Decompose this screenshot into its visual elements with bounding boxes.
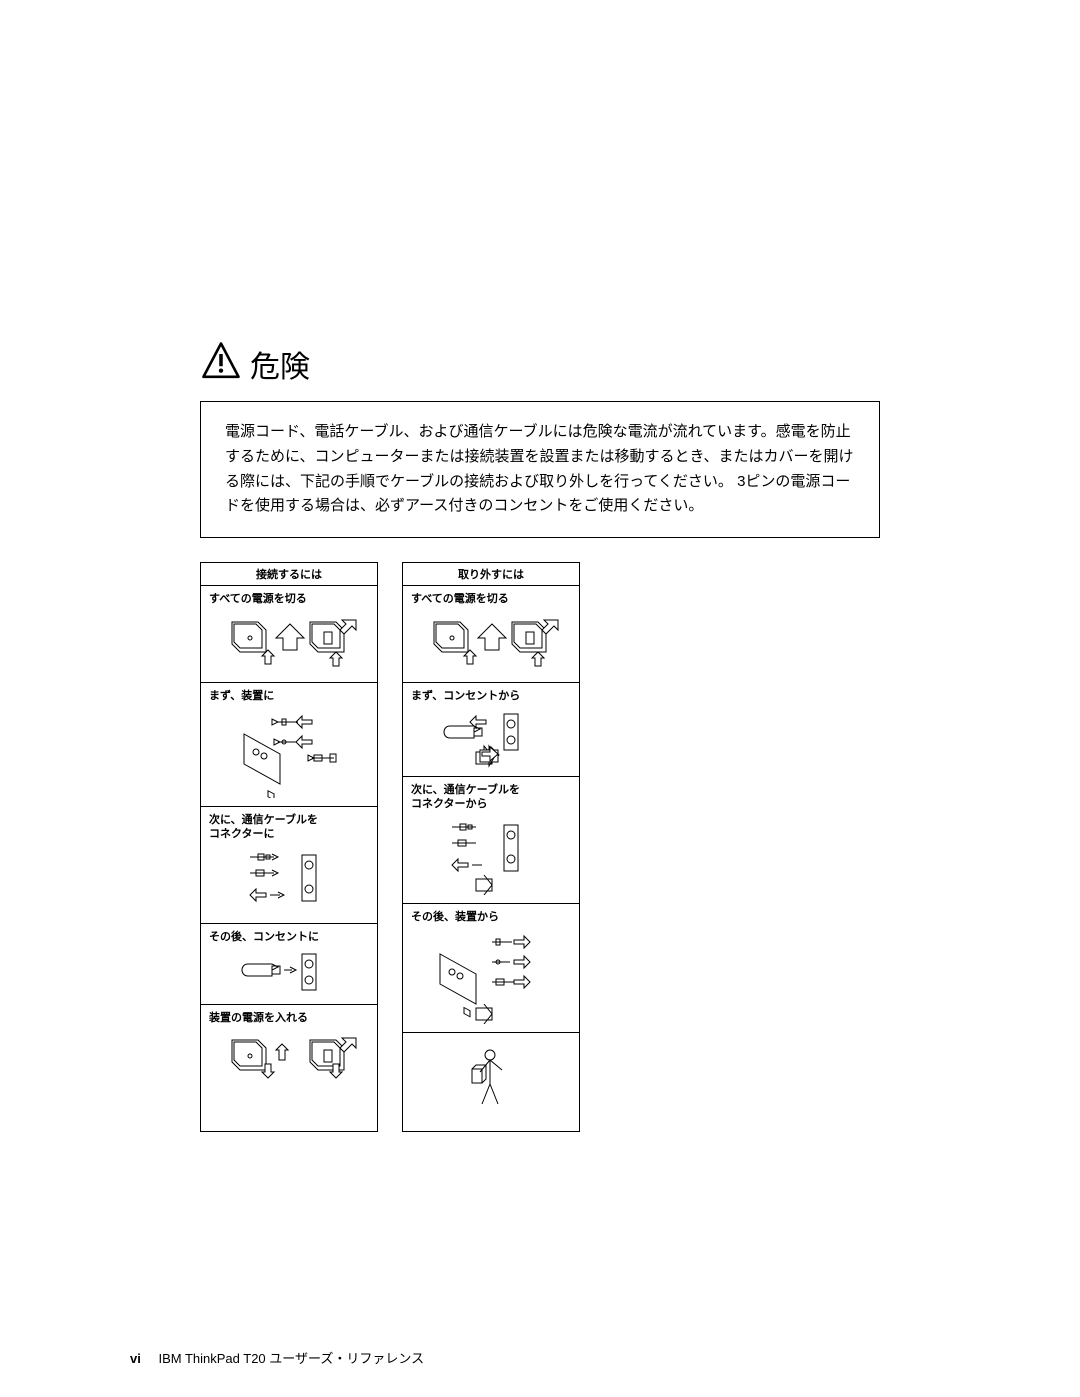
connect-step-4: その後、コンセントに xyxy=(201,924,377,1005)
power-off-diagram xyxy=(411,606,571,678)
step-label: その後、装置から xyxy=(411,910,571,924)
connect-step-2: まず、装置に xyxy=(201,683,377,806)
step-label: すべての電源を切る xyxy=(209,592,369,606)
disconnect-step-1: すべての電源を切る xyxy=(403,586,579,683)
disconnect-step-4: その後、装置から xyxy=(403,904,579,1033)
connect-column: 接続するには すべての電源を切る xyxy=(200,562,378,1132)
connect-header: 接続するには xyxy=(201,563,377,586)
disconnect-step-5 xyxy=(403,1033,579,1131)
disconnect-step-3: 次に、通信ケーブルを コネクターから xyxy=(403,777,579,905)
comm-cable-diagram xyxy=(209,841,369,919)
power-on-diagram xyxy=(209,1026,369,1094)
connect-step-5: 装置の電源を入れる xyxy=(201,1005,377,1097)
disconnect-column: 取り外すには すべての電源を切る xyxy=(402,562,580,1132)
outlet-unplug-diagram xyxy=(411,704,571,772)
device-diagram xyxy=(209,704,369,802)
warning-box: 電源コード、電話ケーブル、および通信ケーブルには危険な電流が流れています。感電を… xyxy=(200,401,880,538)
step-label: 次に、通信ケーブルを コネクターに xyxy=(209,813,369,842)
diagrams: 接続するには すべての電源を切る xyxy=(200,562,880,1132)
danger-title: 危険 xyxy=(250,342,310,386)
comm-cable-unplug-diagram xyxy=(411,811,571,899)
step-label: まず、コンセントから xyxy=(411,689,571,703)
step-label: 装置の電源を入れる xyxy=(209,1011,369,1025)
device-unplug-diagram xyxy=(411,924,571,1028)
connect-step-1: すべての電源を切る xyxy=(201,586,377,683)
warning-icon xyxy=(200,340,242,387)
step-label: その後、コンセントに xyxy=(209,930,369,944)
footer-title: IBM ThinkPad T20 ユーザーズ・リファレンス xyxy=(158,1351,424,1366)
outlet-diagram xyxy=(209,944,369,1000)
page-number: vi xyxy=(130,1351,141,1366)
step-label: まず、装置に xyxy=(209,689,369,703)
disconnect-header: 取り外すには xyxy=(403,563,579,586)
disconnect-step-2: まず、コンセントから xyxy=(403,683,579,776)
page-footer: vi IBM ThinkPad T20 ユーザーズ・リファレンス xyxy=(130,1348,424,1367)
person-diagram xyxy=(411,1039,571,1127)
connect-step-3: 次に、通信ケーブルを コネクターに xyxy=(201,807,377,925)
step-label: 次に、通信ケーブルを コネクターから xyxy=(411,783,571,812)
danger-header: 危険 xyxy=(200,340,880,387)
power-off-diagram xyxy=(209,606,369,678)
step-label: すべての電源を切る xyxy=(411,592,571,606)
